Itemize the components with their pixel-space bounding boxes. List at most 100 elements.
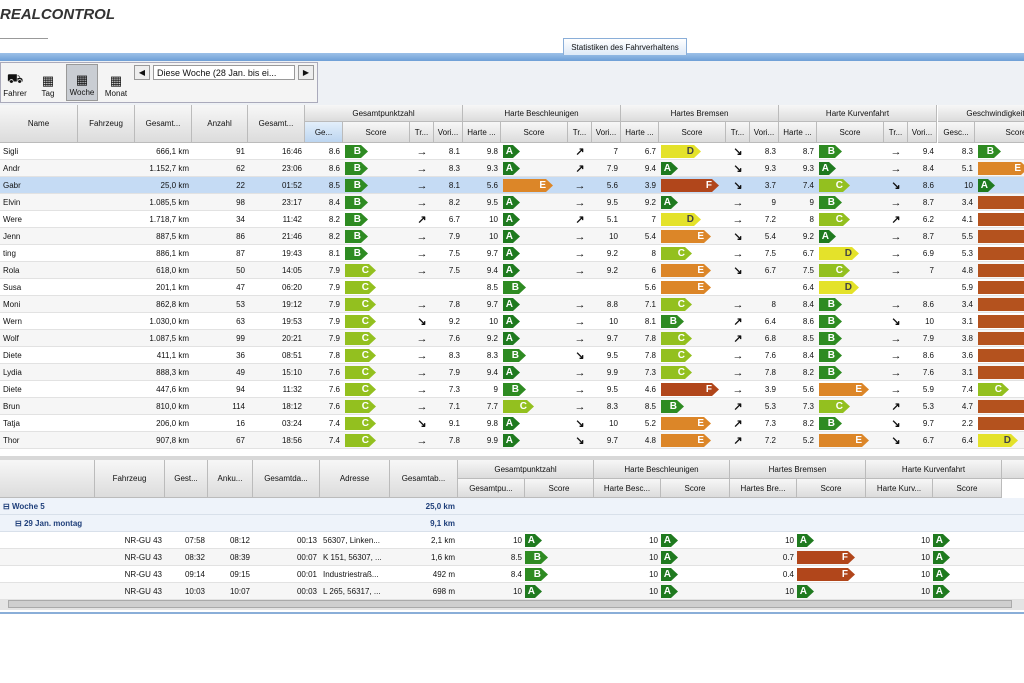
trend: → xyxy=(416,264,428,277)
cell: 21:46 xyxy=(281,232,302,241)
trend: → xyxy=(574,332,586,345)
cell: 15:10 xyxy=(281,368,302,377)
cell: 114 xyxy=(232,402,245,411)
grade: C xyxy=(361,435,369,446)
cell: 08:39 xyxy=(229,553,250,562)
score-value: 7.8 xyxy=(328,351,340,360)
previous-value: 7.6 xyxy=(448,334,460,343)
trend: ↘ xyxy=(417,418,427,430)
cell: 63 xyxy=(236,317,245,326)
trend: ↘ xyxy=(575,418,585,430)
cell: Gabr xyxy=(3,181,21,190)
score-bar: B xyxy=(819,417,842,430)
previous-value: 7.1 xyxy=(448,402,460,411)
next-button[interactable]: ▶ xyxy=(298,65,314,80)
trend: → xyxy=(416,247,428,260)
score-value: 8.1 xyxy=(328,249,340,258)
grade: B xyxy=(511,384,519,395)
grade: C xyxy=(361,316,369,327)
previous-value: 9.2 xyxy=(448,317,460,326)
score-bar xyxy=(978,400,1024,413)
score-value: 5.1 xyxy=(961,164,973,173)
score-value: 6 xyxy=(651,266,656,275)
cell: 19:12 xyxy=(281,300,302,309)
cell: Thor xyxy=(3,436,20,445)
previous-value: 9.2 xyxy=(606,266,618,275)
column-header xyxy=(0,460,95,498)
cell: 49 xyxy=(236,368,245,377)
logo: REALCONTROL xyxy=(0,6,115,23)
trend: → xyxy=(574,196,586,209)
previous-value: 5.3 xyxy=(922,402,934,411)
button[interactable]: ⛟ Fahrer xyxy=(3,71,27,98)
score-bar: C xyxy=(819,179,850,192)
score-value: 3.8 xyxy=(961,334,973,343)
previous-value: 8.6 xyxy=(922,181,934,190)
previous-value: 9 xyxy=(771,198,776,207)
grade: A xyxy=(799,535,807,546)
score-value: 4.8 xyxy=(961,266,973,275)
button[interactable]: ▦ Woche xyxy=(66,64,98,101)
score-bar: B xyxy=(345,213,368,226)
score-value: 7.8 xyxy=(644,351,656,360)
scroll-thumb[interactable] xyxy=(8,600,1012,608)
column-header: Gesamt... xyxy=(248,105,305,143)
score-value: 5.9 xyxy=(961,283,973,292)
score-value: 3.9 xyxy=(644,181,656,190)
grade: E xyxy=(697,418,704,429)
cell: 10:07 xyxy=(229,587,250,596)
trend: ↘ xyxy=(733,146,743,158)
previous-value: 6.7 xyxy=(922,436,934,445)
score-bar: E xyxy=(978,162,1024,175)
logo-rule xyxy=(0,38,48,39)
column-header: Gesamtpu... xyxy=(458,479,525,498)
previous-value: 7.8 xyxy=(764,368,776,377)
score-bar: B xyxy=(345,196,368,209)
score-bar xyxy=(978,247,1024,260)
period-select[interactable]: Diese Woche (28 Jan. bis ei... xyxy=(153,65,295,80)
trend: → xyxy=(416,162,428,175)
cell: 1,6 km xyxy=(430,553,455,562)
score-bar: B xyxy=(819,145,842,158)
grade: C xyxy=(677,350,685,361)
score-value: 0.4 xyxy=(782,570,794,579)
column-header: Score xyxy=(659,122,726,143)
button[interactable]: ▦ Monat xyxy=(104,73,128,98)
previous-value: 6.7 xyxy=(764,266,776,275)
column-header: Tr... xyxy=(568,122,592,143)
trend: → xyxy=(416,400,428,413)
button[interactable]: ▦ Tag xyxy=(41,73,55,98)
trend: → xyxy=(890,162,902,175)
trend: → xyxy=(574,298,586,311)
column-header: Score xyxy=(501,122,568,143)
grade: C xyxy=(361,367,369,378)
cell: NR-GU 43 xyxy=(124,536,162,545)
trend: → xyxy=(416,366,428,379)
previous-value: 7.9 xyxy=(606,164,618,173)
grade: A xyxy=(935,586,943,597)
previous-value: 7.5 xyxy=(448,249,460,258)
score-bar: B xyxy=(819,315,842,328)
score-bar xyxy=(978,349,1024,362)
group-row xyxy=(0,515,1024,532)
grade: B xyxy=(827,367,835,378)
score-bar: D xyxy=(978,434,1018,447)
grade: B xyxy=(353,180,361,191)
group-header: Ge xyxy=(1002,460,1024,479)
prev-button[interactable]: ◀ xyxy=(134,65,150,80)
score-bar: A xyxy=(503,434,520,447)
score-value: 10 xyxy=(489,215,498,224)
previous-value: 8.8 xyxy=(606,300,618,309)
tab[interactable]: Statistiken des Fahrverhaltens xyxy=(563,38,687,55)
column-header: Gest... xyxy=(165,460,208,498)
score-value: 7.4 xyxy=(961,385,973,394)
cell: 34 xyxy=(236,215,245,224)
previous-value: 7.2 xyxy=(764,436,776,445)
previous-value: 5.1 xyxy=(606,215,618,224)
previous-value: 9.3 xyxy=(764,164,776,173)
score-value: 7.9 xyxy=(328,317,340,326)
previous-value: 5.6 xyxy=(606,181,618,190)
score-bar: B xyxy=(345,247,368,260)
score-bar xyxy=(978,366,1024,379)
cell: Wolf xyxy=(3,334,19,343)
